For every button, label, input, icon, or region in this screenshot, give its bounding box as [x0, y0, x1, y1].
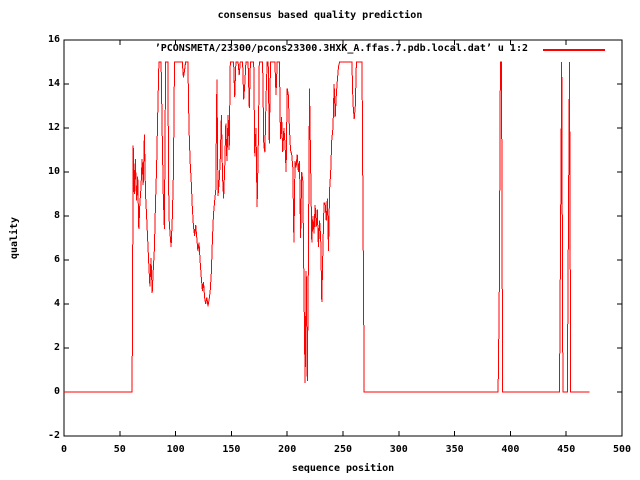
x-tick-label: 250: [333, 444, 353, 455]
y-tick-label: 2: [53, 342, 60, 353]
x-tick-label: 400: [501, 444, 520, 455]
x-axis-label: sequence position: [291, 463, 395, 474]
x-tick-label: 300: [389, 444, 408, 455]
legend-label: ’PCONSMETA/23300/pcons23300.3HXK_A.ffas.…: [154, 43, 528, 54]
y-tick-label: 14: [47, 78, 60, 89]
chart-title: consensus based quality prediction: [217, 10, 423, 21]
x-tick-label: 0: [60, 444, 68, 455]
y-tick-label: 10: [47, 166, 60, 177]
y-tick-label: 0: [53, 386, 60, 397]
y-tick-label: 16: [47, 34, 60, 45]
y-tick-label: 12: [47, 122, 60, 133]
x-tick-label: 450: [557, 444, 576, 455]
y-tick-label: 6: [53, 254, 60, 265]
legend-line-sample: [543, 49, 605, 51]
x-tick-label: 500: [612, 444, 632, 455]
x-tick-label: 350: [445, 444, 464, 455]
x-tick-label: 100: [166, 444, 185, 455]
x-tick-label: 150: [222, 444, 241, 455]
x-tick-label: 50: [113, 444, 126, 455]
y-tick-label: 8: [53, 210, 60, 221]
quality-series-line: [64, 61, 590, 393]
y-tick-label: -2: [47, 430, 60, 441]
x-tick-label: 200: [278, 444, 297, 455]
y-tick-label: 4: [53, 298, 60, 309]
